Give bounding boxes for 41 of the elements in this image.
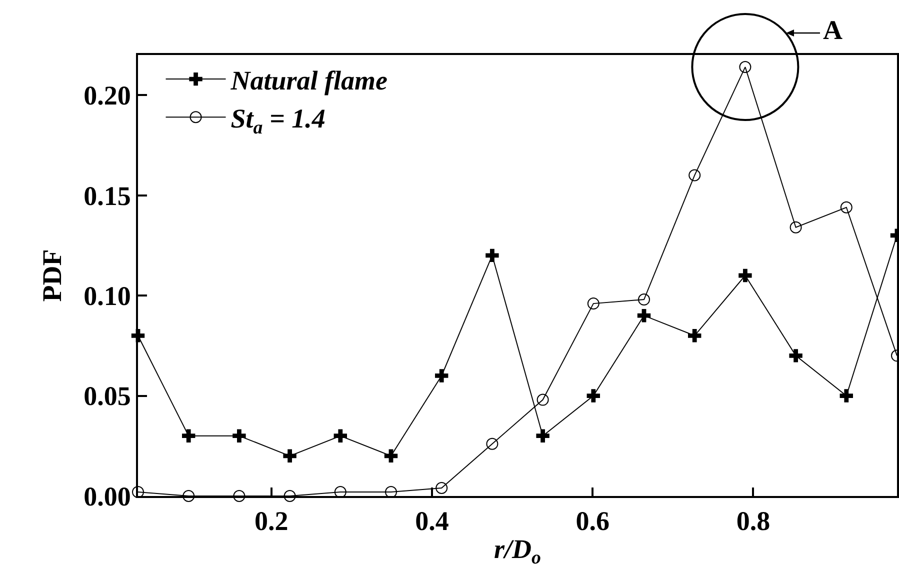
y-tick-label: 0.00	[84, 481, 131, 512]
legend-label: St$_{a}$ = 1.4	[230, 104, 326, 138]
point	[334, 429, 347, 442]
point	[840, 389, 853, 402]
point	[233, 490, 246, 502]
x-axis-title: r/D$_{o}$	[494, 534, 541, 569]
point	[132, 486, 144, 498]
point	[840, 201, 852, 214]
y-tick-label: 0.20	[84, 80, 131, 111]
point	[789, 349, 802, 362]
point	[638, 294, 650, 306]
x-tick-label: 0.2	[254, 506, 288, 536]
point	[688, 329, 702, 342]
point	[486, 438, 498, 450]
point	[738, 268, 752, 282]
point	[436, 482, 448, 494]
y-tick-label: 0.15	[84, 180, 131, 211]
point	[232, 429, 246, 442]
point	[586, 389, 600, 402]
point	[284, 490, 296, 502]
point	[182, 490, 195, 502]
x-tick-label: 0.6	[576, 506, 610, 536]
point	[182, 429, 196, 442]
point	[587, 298, 600, 310]
point	[637, 308, 651, 322]
y-tick-label: 0.05	[84, 381, 131, 412]
point	[688, 169, 701, 182]
point	[536, 429, 550, 442]
point	[435, 369, 448, 382]
point	[739, 61, 752, 74]
y-axis-title: PDF	[37, 249, 68, 302]
legend-label: Natural flame	[230, 66, 388, 96]
point	[790, 221, 802, 234]
y-tick-label: 0.10	[84, 281, 131, 311]
x-tick-label: 0.8	[736, 506, 770, 536]
point	[486, 248, 499, 262]
x-tick-label: 0.4	[415, 506, 449, 536]
point	[283, 449, 296, 463]
annotation: A	[823, 15, 843, 45]
point	[384, 449, 398, 463]
point	[536, 394, 549, 406]
